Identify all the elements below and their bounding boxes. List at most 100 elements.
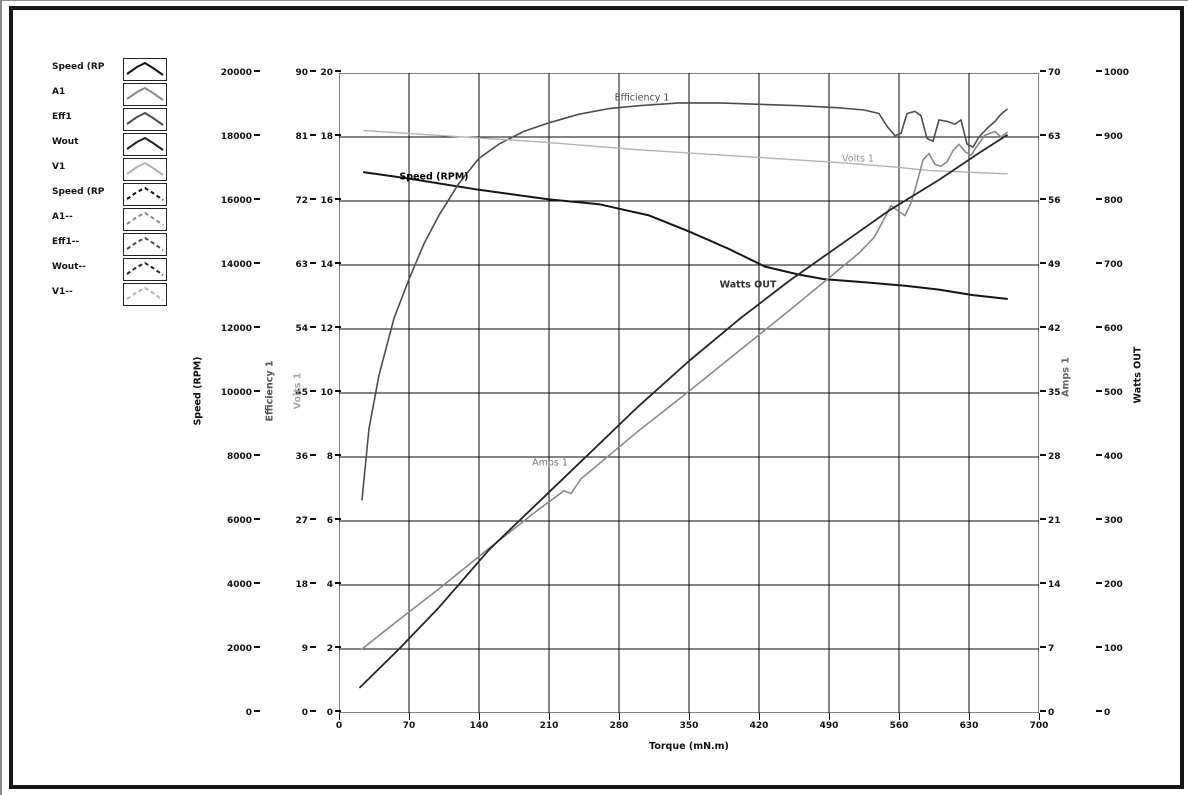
ytick-mark-volts [335, 582, 341, 584]
ytick-label-watts: 200 [1104, 579, 1123, 590]
legend-line-sample [126, 111, 164, 126]
legend-swatch [123, 58, 167, 81]
ytick-mark-volts [335, 710, 341, 712]
ytick-mark-volts [335, 198, 341, 200]
legend-line-sample [126, 211, 164, 226]
ytick-mark-speed [254, 262, 260, 264]
legend-item-v1-: V1-- [52, 283, 182, 308]
ytick-label-efficiency: 0 [301, 707, 308, 718]
xtick-mark [969, 713, 970, 720]
xtick-label: 700 [1029, 721, 1049, 731]
ytick-label-speed: 10000 [220, 387, 252, 398]
ytick-mark-speed [254, 326, 260, 328]
curve-label-volts-1: Volts 1 [842, 153, 874, 165]
ytick-mark-speed [254, 70, 260, 72]
ytick-label-volts: 2 [326, 643, 333, 654]
legend-item-speed-rp: Speed (RP [52, 183, 182, 208]
xtick-label: 210 [539, 721, 559, 731]
ytick-mark-amps [1040, 262, 1046, 264]
legend-swatch [123, 108, 167, 131]
ytick-label-efficiency: 9 [301, 643, 308, 654]
legend-line-sample [126, 86, 164, 101]
legend-line-sample [126, 186, 164, 201]
series-amps-1 [361, 130, 1008, 650]
xtick-mark [1039, 713, 1040, 720]
ytick-mark-watts [1096, 198, 1102, 200]
series-volts-1 [363, 129, 1008, 175]
xtick-mark [619, 713, 620, 720]
ytick-mark-speed [254, 710, 260, 712]
ytick-label-volts: 18 [320, 131, 333, 142]
ytick-mark-efficiency [310, 390, 316, 392]
ytick-label-amps: 49 [1048, 259, 1061, 270]
ytick-label-watts: 100 [1104, 643, 1123, 654]
ytick-mark-watts [1096, 710, 1102, 712]
legend-line-sample [126, 61, 164, 76]
ytick-mark-speed [254, 518, 260, 520]
ytick-mark-efficiency [310, 262, 316, 264]
ytick-mark-watts [1096, 390, 1102, 392]
series-speed-rpm- [363, 171, 1008, 300]
legend-item-label: Eff1-- [52, 237, 80, 247]
ytick-mark-amps [1040, 134, 1046, 136]
ytick-mark-speed [254, 390, 260, 392]
ytick-mark-efficiency [310, 70, 316, 72]
ytick-label-amps: 42 [1048, 323, 1061, 334]
ytick-mark-amps [1040, 198, 1046, 200]
ytick-mark-volts [335, 390, 341, 392]
ytick-label-volts: 6 [326, 515, 333, 526]
ytick-mark-amps [1040, 582, 1046, 584]
xtick-mark [899, 713, 900, 720]
ytick-mark-efficiency [310, 518, 316, 520]
legend-item-wout-: Wout-- [52, 258, 182, 283]
curve-label-amps-1: Amps 1 [532, 457, 568, 469]
ytick-label-speed: 16000 [220, 195, 252, 206]
curve-label-watts-out: Watts OUT [719, 279, 777, 291]
ytick-label-watts: 600 [1104, 323, 1123, 334]
curve-label-speed-rpm-: Speed (RPM) [399, 171, 469, 183]
ytick-label-watts: 0 [1104, 707, 1111, 718]
legend-item-label: A1-- [52, 212, 73, 222]
legend-line-sample-icon [126, 136, 164, 151]
xtick-label: 140 [469, 721, 489, 731]
ytick-label-efficiency: 90 [295, 67, 308, 78]
legend-swatch [123, 208, 167, 231]
ytick-label-efficiency: 18 [295, 579, 308, 590]
legend-item-a1: A1 [52, 83, 182, 108]
ytick-mark-efficiency [310, 198, 316, 200]
ytick-label-speed: 12000 [220, 323, 252, 334]
xtick-label: 420 [749, 721, 769, 731]
y-axis-title-volts: Volts 1 [292, 372, 304, 410]
ytick-label-volts: 10 [320, 387, 333, 398]
xtick-mark [339, 713, 340, 720]
ytick-label-efficiency: 45 [295, 387, 308, 398]
legend-line-sample [126, 236, 164, 251]
legend-item-wout: Wout [52, 133, 182, 158]
ytick-mark-volts [335, 454, 341, 456]
legend-line-sample [126, 286, 164, 301]
ytick-label-watts: 300 [1104, 515, 1123, 526]
ytick-mark-watts [1096, 134, 1102, 136]
ytick-label-speed: 6000 [226, 515, 252, 526]
ytick-label-amps: 70 [1048, 67, 1061, 78]
ytick-label-watts: 500 [1104, 387, 1123, 398]
legend-line-sample [126, 136, 164, 151]
ytick-label-speed: 2000 [226, 643, 252, 654]
ytick-label-efficiency: 81 [295, 131, 308, 142]
ytick-label-speed: 0 [245, 707, 252, 718]
ytick-label-speed: 18000 [220, 131, 252, 142]
ytick-label-watts: 900 [1104, 131, 1123, 142]
ytick-mark-speed [254, 582, 260, 584]
legend-swatch [123, 258, 167, 281]
legend-item-label: V1 [52, 162, 66, 172]
ytick-label-speed: 14000 [220, 259, 252, 270]
curve-label-efficiency-1: Efficiency 1 [614, 92, 670, 104]
legend-line-sample-icon [126, 86, 164, 101]
xtick-mark [829, 713, 830, 720]
ytick-mark-efficiency [310, 454, 316, 456]
legend-item-label: Wout-- [52, 262, 86, 272]
xtick-label: 350 [679, 721, 699, 731]
xtick-label: 280 [609, 721, 629, 731]
ytick-label-amps: 35 [1048, 387, 1061, 398]
